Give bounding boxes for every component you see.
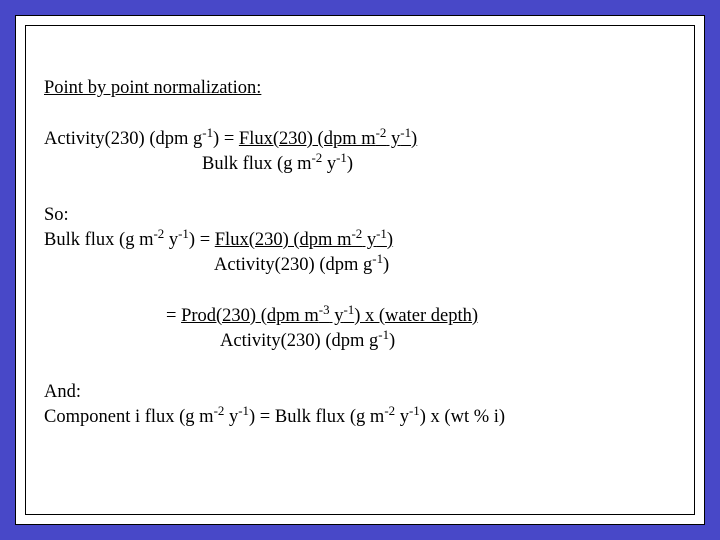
- slide-outer-frame: Point by point normalization: Activity(2…: [15, 15, 705, 525]
- slide-inner-frame: Point by point normalization: Activity(2…: [25, 25, 695, 515]
- eq2-num-exp2: -1: [376, 226, 387, 241]
- eq3-den-pre: Activity(230) (dpm g: [220, 331, 378, 351]
- eq1-lhs-pre: Activity(230) (dpm g: [44, 129, 202, 149]
- eq3-num-exp2: -1: [343, 302, 354, 317]
- eq2-lhs-exp2: -1: [178, 226, 189, 241]
- eq3-den-exp: -1: [378, 327, 389, 342]
- eq2-den-pre: Activity(230) (dpm g: [214, 255, 372, 275]
- eq4-rhs-exp2: -1: [409, 403, 420, 418]
- eq1-num-post: ): [411, 129, 417, 149]
- eq4-lhs-pre: Component i flux (g m: [44, 407, 214, 427]
- eq1-den-pre: Bulk flux (g m: [202, 154, 311, 174]
- eq2-num-mid: y: [362, 230, 376, 250]
- equation-component: And: Component i flux (g m-2 y-1) = Bulk…: [44, 380, 676, 430]
- eq2-den-post: ): [383, 255, 389, 275]
- slide-title: Point by point normalization:: [44, 76, 676, 101]
- eq3-num-mid: y: [330, 306, 344, 326]
- eq4-lhs-post: ) = Bulk flux (g m: [249, 407, 384, 427]
- eq4-rhs-post: ) x (wt % i): [420, 407, 505, 427]
- eq2-num-exp1: -2: [351, 226, 362, 241]
- eq2-lhs-pre: Bulk flux (g m: [44, 230, 153, 250]
- equation-bulkflux: So: Bulk flux (g m-2 y-1) = Flux(230) (d…: [44, 203, 676, 278]
- eq4-rhs-mid: y: [395, 407, 409, 427]
- eq1-lhs-exp: -1: [202, 125, 213, 140]
- eq1-den-post: ): [347, 154, 353, 174]
- eq3-num-pre: Prod(230) (dpm m: [181, 306, 319, 326]
- eq3-num-post: ) x (water depth): [354, 306, 478, 326]
- eq1-num-mid: y: [386, 129, 400, 149]
- eq1-num-exp2: -1: [400, 125, 411, 140]
- eq3-num-exp1: -3: [319, 302, 330, 317]
- eq1-den-exp2: -1: [336, 150, 347, 165]
- eq1-den-mid: y: [322, 154, 336, 174]
- eq3-lead: =: [166, 306, 181, 326]
- equation-prod: = Prod(230) (dpm m-3 y-1) x (water depth…: [44, 304, 676, 354]
- eq2-den-exp: -1: [372, 251, 383, 266]
- eq2-lhs-post: ) =: [189, 230, 215, 250]
- eq1-lhs-post: ) =: [213, 129, 239, 149]
- eq2-num-pre: Flux(230) (dpm m: [215, 230, 352, 250]
- equation-activity: Activity(230) (dpm g-1) = Flux(230) (dpm…: [44, 127, 676, 177]
- eq1-den-exp1: -2: [311, 150, 322, 165]
- so-label: So:: [44, 203, 676, 228]
- eq4-lhs-mid: y: [224, 407, 238, 427]
- eq3-den-post: ): [389, 331, 395, 351]
- eq4-lhs-exp2: -1: [238, 403, 249, 418]
- eq1-num-pre: Flux(230) (dpm m: [239, 129, 376, 149]
- eq2-num-post: ): [387, 230, 393, 250]
- and-label: And:: [44, 380, 676, 405]
- eq2-lhs-exp1: -2: [153, 226, 164, 241]
- eq4-lhs-exp1: -2: [214, 403, 225, 418]
- eq2-lhs-mid: y: [164, 230, 178, 250]
- eq4-rhs-exp1: -2: [384, 403, 395, 418]
- eq1-num-exp1: -2: [376, 125, 387, 140]
